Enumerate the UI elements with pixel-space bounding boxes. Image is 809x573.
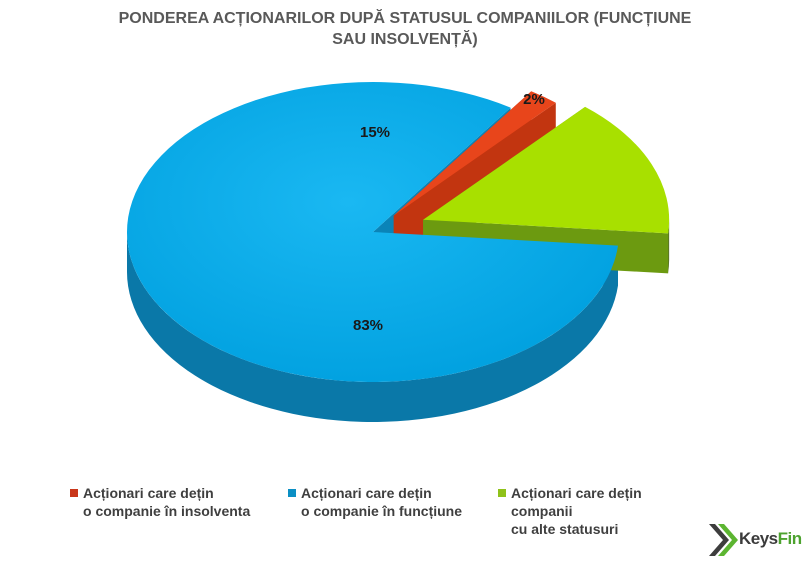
legend-label-line: Acționari care dețin	[301, 485, 432, 501]
slice-functiune-side	[127, 232, 618, 422]
slice-alte-statusuri-side	[668, 219, 670, 274]
slice-functiune	[126, 81, 618, 382]
slice-alte-statusuri	[423, 106, 670, 234]
legend-label-line: companii	[511, 503, 573, 519]
chart-title: PONDEREA ACȚIONARILOR DUPĂ STATUSUL COMP…	[60, 8, 750, 50]
data-label-alte-statusuri: 15%	[360, 124, 390, 141]
legend-swatch-insolventa	[70, 489, 78, 497]
legend-label-line: o companie în funcțiune	[301, 503, 463, 519]
legend-label-line: Acționari care dețin	[511, 485, 642, 501]
data-label-insolventa: 2%	[523, 91, 545, 108]
legend-swatch-alte-statusuri	[498, 489, 506, 497]
legend-label-line: o companie în insolventa	[83, 503, 251, 519]
legend-label-line: Acționari care dețin	[83, 485, 214, 501]
logo-fin: Fin	[777, 529, 803, 548]
chart-title-line-2: SAU INSOLVENȚĂ)	[332, 31, 478, 48]
chart-title-line-1: PONDEREA ACȚIONARILOR DUPĂ STATUSUL COMP…	[118, 10, 692, 27]
legend-swatch-functiune	[288, 489, 296, 497]
legend-item-alte-statusuri: Acționari care dețin companii cu alte st…	[498, 484, 642, 538]
keysfin-chevron-icon	[709, 524, 738, 556]
logo-keys: Keys	[739, 529, 778, 548]
slice-insolventa	[393, 91, 556, 216]
legend-label-line: cu alte statusuri	[511, 521, 619, 537]
legend-item-insolventa: Acționari care dețin o companie în insol…	[70, 484, 250, 520]
data-label-functiune: 83%	[353, 317, 383, 334]
keysfin-logo-text: KeysFin	[739, 529, 802, 549]
keysfin-logo: KeysFin	[705, 520, 805, 560]
legend-item-functiune: Acționari care dețin o companie în funcț…	[288, 484, 462, 520]
pie-chart: 2% 15% 83%	[126, 81, 670, 422]
